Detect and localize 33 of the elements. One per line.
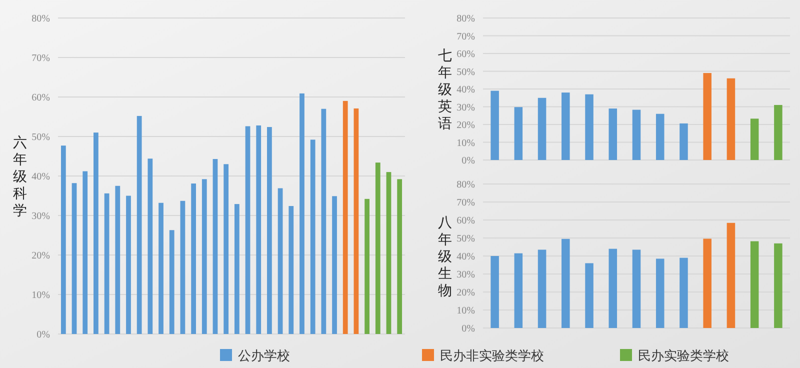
y-tick-label: 70% (456, 198, 475, 208)
y-tick-label: 20% (32, 250, 50, 262)
y-tick-label: 10% (456, 138, 475, 149)
y-tick-label: 70% (32, 53, 50, 64)
legend-label: 公办学校 (238, 349, 290, 364)
y-tick-label: 50% (456, 234, 475, 244)
y-tick-label: 60% (456, 216, 475, 226)
y-axis-title: 八年级生物 (438, 215, 452, 299)
y-tick-label: 0% (462, 324, 475, 334)
legend-label: 民办非实验类学校 (440, 349, 544, 364)
y-axis-title: 六年级科学 (13, 135, 27, 219)
y-axis-title: 七年级英语 (438, 48, 452, 132)
y-tick-label: 80% (456, 180, 475, 190)
y-tick-label: 30% (32, 211, 50, 222)
y-tick-label: 70% (456, 31, 475, 42)
y-tick-label: 40% (32, 172, 50, 182)
y-tick-label: 80% (456, 14, 475, 24)
y-tick-label: 20% (456, 120, 475, 131)
y-tick-label: 10% (456, 306, 475, 316)
y-tick-label: 20% (456, 288, 475, 298)
y-tick-label: 0% (36, 330, 50, 340)
y-tick-label: 50% (456, 66, 475, 78)
y-tick-label: 10% (32, 290, 50, 301)
y-tick-label: 40% (456, 84, 475, 96)
y-tick-label: 30% (456, 102, 475, 114)
legend-label: 民办实验类学校 (638, 349, 729, 364)
y-tick-label: 60% (32, 92, 50, 104)
y-tick-label: 0% (462, 156, 475, 166)
y-tick-label: 40% (456, 252, 475, 262)
y-tick-label: 60% (456, 49, 475, 60)
y-tick-label: 30% (456, 270, 475, 280)
y-tick-label: 50% (32, 132, 50, 143)
y-tick-label: 80% (32, 14, 50, 24)
